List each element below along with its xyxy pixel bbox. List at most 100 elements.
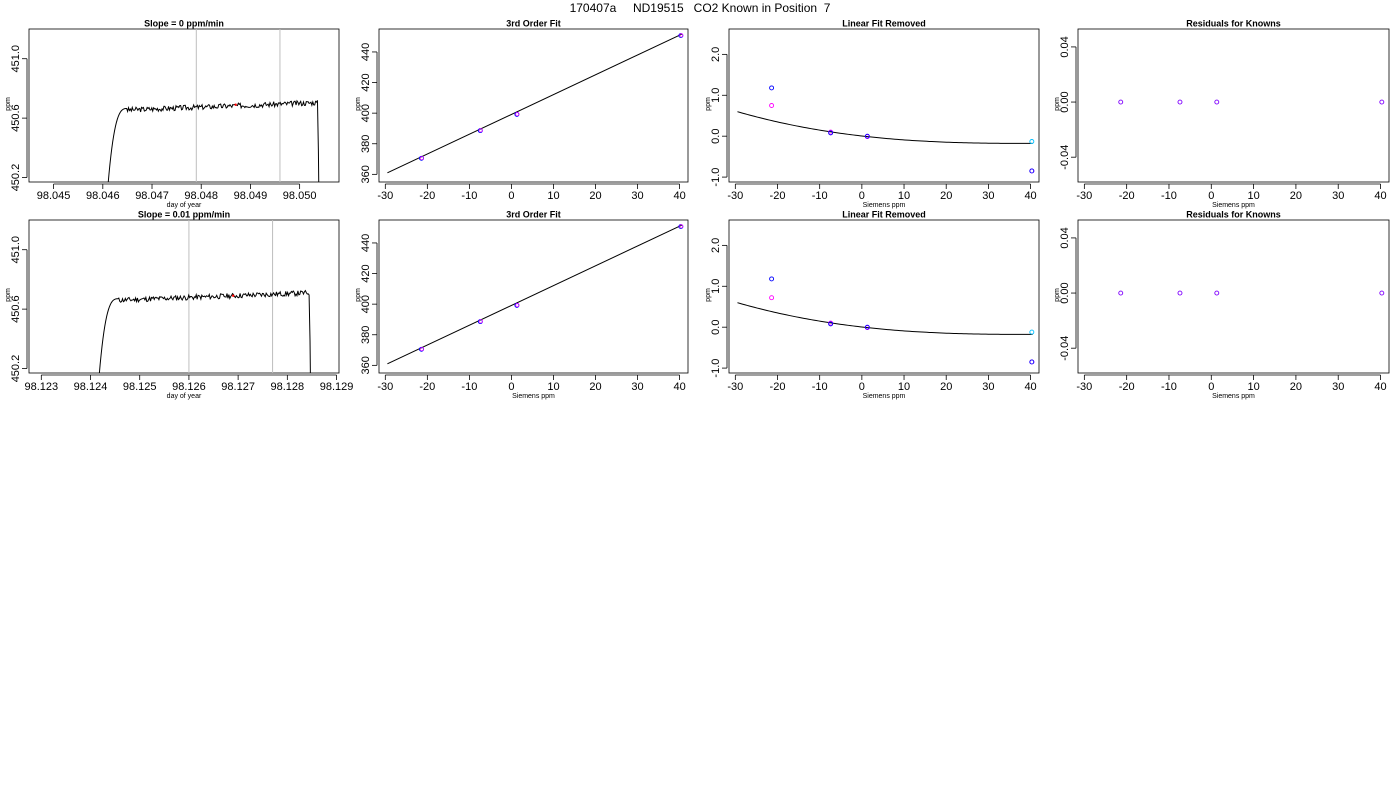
- x-axis-label: day of year: [167, 202, 202, 209]
- y-axis-label: ppm: [1054, 97, 1061, 111]
- y-tick-label: 451.0: [10, 236, 22, 264]
- x-tick-label: 30: [982, 190, 994, 202]
- x-tick-label: 30: [1332, 381, 1344, 393]
- y-tick-label: -0.04: [1059, 145, 1071, 170]
- y-tick-label: 1.0: [710, 88, 722, 103]
- y-tick-label: 0.00: [1059, 282, 1071, 303]
- ppm-trace: [107, 99, 320, 182]
- x-tick-label: 98.049: [234, 190, 268, 202]
- data-point-alt: [679, 224, 684, 229]
- x-tick-label: -30: [377, 190, 393, 202]
- x-axis-label: day of year: [167, 393, 202, 400]
- y-tick-label: 2.0: [710, 47, 722, 62]
- x-tick-label: 0: [508, 190, 514, 202]
- y-tick-label: -0.04: [1059, 336, 1071, 361]
- x-tick-label: 0: [859, 381, 865, 393]
- data-point-alt: [478, 128, 483, 133]
- mean-marker: [234, 103, 237, 106]
- panel-8: Residuals for Knowns -30 -20 -10 0 10 20 30 40 Si…: [1054, 210, 1390, 400]
- y-axis-label: ppm: [705, 97, 712, 111]
- x-tick-label: 98.046: [86, 190, 120, 202]
- data-point: [1214, 290, 1220, 296]
- x-tick-label: -10: [461, 190, 477, 202]
- x-tick-label: 98.126: [172, 381, 206, 393]
- data-point: [1379, 290, 1385, 296]
- x-tick-label: 30: [1332, 190, 1344, 202]
- x-tick-label: 98.050: [283, 190, 317, 202]
- y-tick-label: -1.0: [710, 168, 722, 187]
- x-tick-label: -20: [419, 381, 435, 393]
- data-point: [1177, 290, 1183, 296]
- ppm-trace: [98, 289, 311, 373]
- x-tick-label: -10: [1161, 190, 1177, 202]
- x-tick-label: 98.123: [24, 381, 58, 393]
- x-tick-label: 10: [1247, 190, 1259, 202]
- x-axis-label: Siemens ppm: [1212, 393, 1255, 400]
- plot-frame: [28, 28, 340, 183]
- plot-area: [98, 220, 311, 373]
- x-tick-label: -20: [1119, 190, 1135, 202]
- panel-title: Linear Fit Removed: [842, 210, 926, 220]
- x-tick-label: 98.125: [123, 381, 157, 393]
- data-point-alt: [420, 347, 424, 351]
- x-tick-label: 40: [673, 190, 685, 202]
- plot-frame: [1077, 28, 1390, 183]
- y-axis-label: ppm: [5, 97, 12, 111]
- plot-frame: [728, 28, 1040, 183]
- x-tick-label: -20: [1119, 381, 1135, 393]
- panel-title: Residuals for Knowns: [1186, 210, 1281, 220]
- panel-2: 3rd Order Fit -30 -20 -10 0 10 20 30 40 360 380 400…: [355, 19, 689, 202]
- x-tick-label: 10: [547, 190, 559, 202]
- y-tick-label: 360: [360, 165, 372, 183]
- data-point-blue: [1029, 359, 1035, 365]
- y-tick-label: 420: [360, 73, 372, 91]
- x-tick-label: 10: [898, 381, 910, 393]
- x-tick-label: 98.124: [74, 381, 108, 393]
- x-tick-label: 20: [1290, 190, 1302, 202]
- x-tick-label: 98.127: [221, 381, 255, 393]
- x-tick-label: 10: [1247, 381, 1259, 393]
- panel-1: Slope = 0 ppm/min 98.045 98.046 98.047 98.04…: [5, 19, 340, 209]
- data-point-alt: [420, 156, 424, 160]
- y-tick-label: 380: [360, 326, 372, 344]
- data-point-cyan: [1029, 329, 1035, 335]
- plot-area: [737, 85, 1035, 174]
- y-axis-label: ppm: [355, 97, 362, 111]
- plot-frame: [378, 219, 689, 374]
- panel-title: Slope = 0 ppm/min: [144, 19, 224, 29]
- plot-area: [387, 33, 684, 174]
- y-tick-label: 450.2: [10, 355, 22, 383]
- x-tick-label: 20: [589, 190, 601, 202]
- plot-frame: [378, 28, 689, 183]
- x-tick-label: -10: [1161, 381, 1177, 393]
- y-tick-label: 400: [360, 104, 372, 122]
- panel-title: Linear Fit Removed: [842, 19, 926, 29]
- x-tick-label: 40: [673, 381, 685, 393]
- data-point-blue: [828, 321, 834, 327]
- y-tick-label: 0.0: [710, 320, 722, 335]
- y-axis-label: ppm: [1054, 288, 1061, 302]
- fit-curve: [737, 111, 1033, 144]
- x-tick-label: 30: [631, 381, 643, 393]
- data-point-alt: [478, 319, 483, 324]
- x-tick-label: -10: [461, 381, 477, 393]
- x-tick-label: 20: [940, 190, 952, 202]
- x-tick-label: 40: [1024, 190, 1036, 202]
- data-point: [1118, 99, 1124, 105]
- x-tick-label: -30: [727, 381, 743, 393]
- data-point-alt: [679, 33, 684, 38]
- x-tick-label: -30: [377, 381, 393, 393]
- x-tick-label: 40: [1024, 381, 1036, 393]
- figure-title: 170407a ND19515 CO2 Known in Position 7: [569, 1, 831, 15]
- y-tick-label: 360: [360, 356, 372, 374]
- mean-marker: [232, 294, 235, 297]
- x-tick-label: 40: [1374, 381, 1386, 393]
- fit-line: [387, 33, 682, 174]
- x-tick-label: -30: [727, 190, 743, 202]
- x-tick-label: 20: [1290, 381, 1302, 393]
- y-axis-label: ppm: [5, 288, 12, 302]
- y-tick-label: 380: [360, 135, 372, 153]
- panel-5: Slope = 0.01 ppm/min 98.123 98.124 98.125 98…: [5, 210, 353, 401]
- y-tick-label: 400: [360, 295, 372, 313]
- x-tick-label: -30: [1076, 381, 1092, 393]
